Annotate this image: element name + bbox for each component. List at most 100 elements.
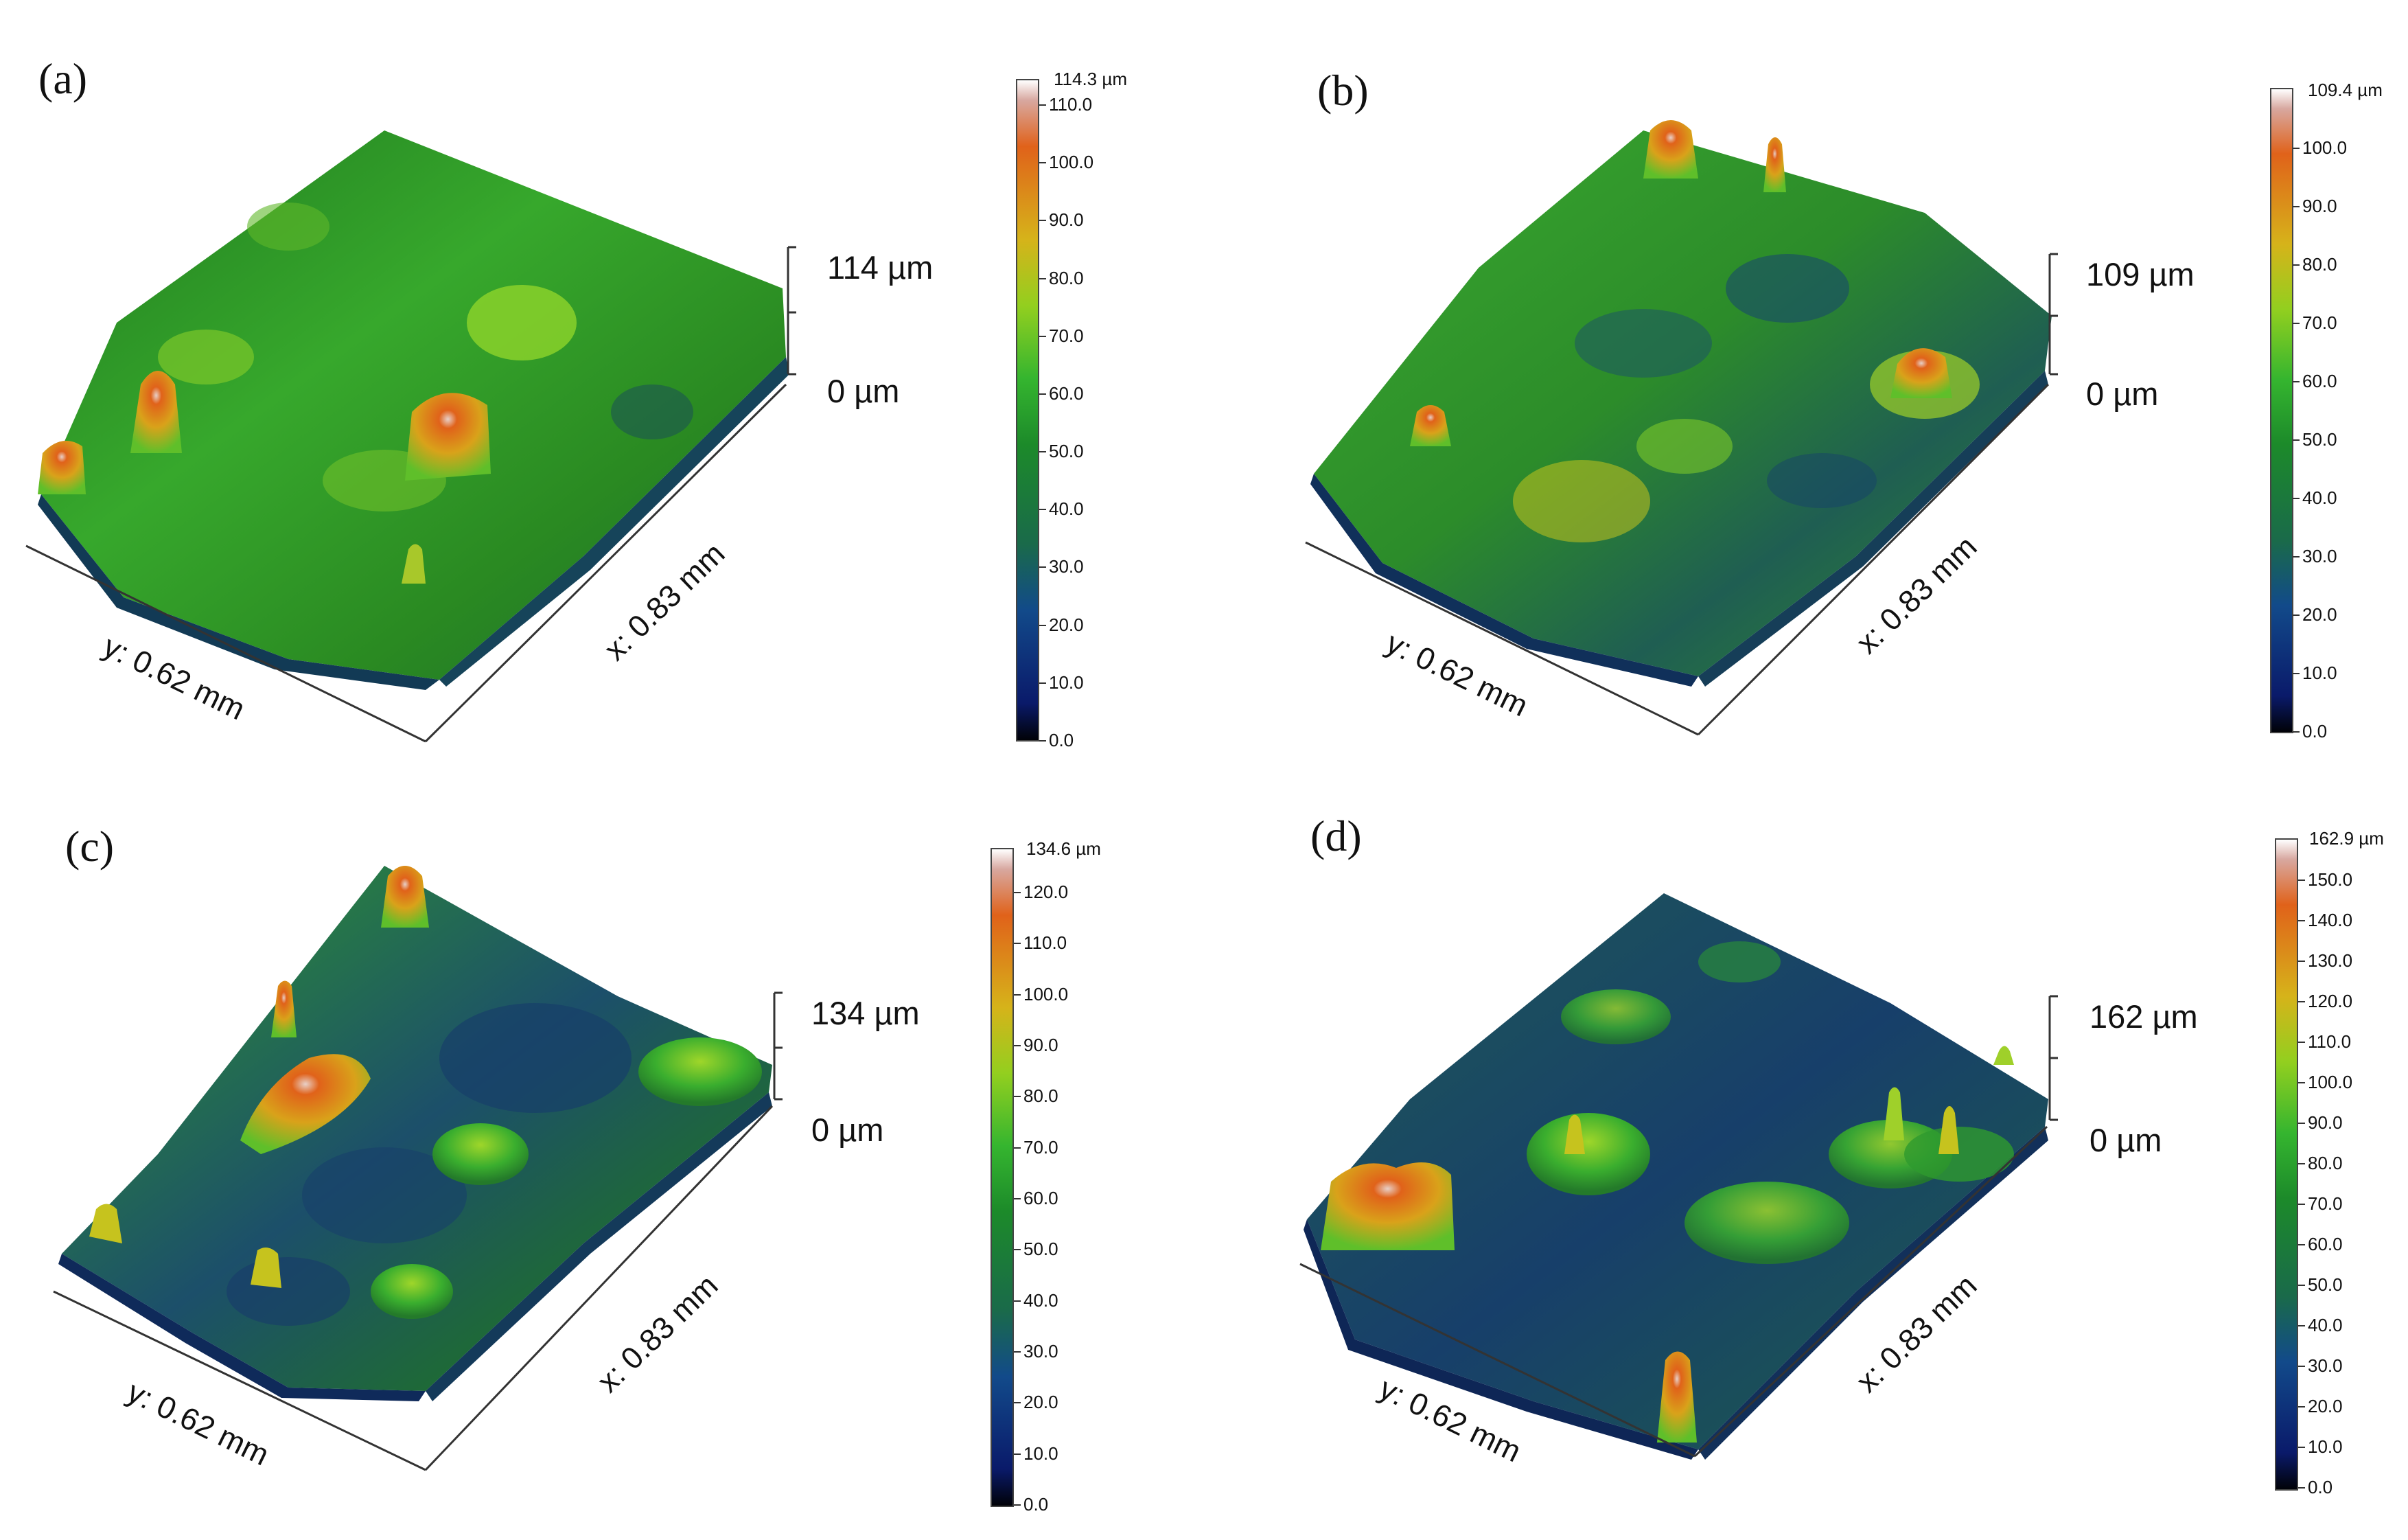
surface-plot	[1299, 893, 2058, 1460]
plateau	[467, 285, 577, 360]
colorbar-tick	[1014, 993, 1021, 996]
colorbar-tick	[1039, 624, 1046, 626]
panel-label: (d)	[1310, 812, 1362, 860]
colorbar-tick-label: 60.0	[1049, 382, 1084, 404]
hill	[1698, 941, 1781, 982]
colorbar-tick-label: 140.0	[2308, 910, 2353, 930]
colorbar-tick	[2298, 1163, 2305, 1164]
colorbar-tick-label: 80.0	[1023, 1085, 1058, 1107]
panel-b: (b) 109 µm 0 µm y: 0.62 mm x: 0.83 mm 10…	[1204, 0, 2408, 770]
colorbar-tick	[2293, 439, 2300, 441]
colorbar-tick	[2298, 1082, 2305, 1083]
z-axis-bottom-label: 0 µm	[827, 373, 900, 409]
colorbar-tick-label: 70.0	[1023, 1136, 1058, 1158]
colorbar-tick	[2293, 148, 2300, 149]
colorbar-tick-label: 110.0	[2308, 1031, 2352, 1052]
colorbar-tick	[2298, 1244, 2305, 1245]
colorbar-tick-label: 90.0	[2302, 196, 2337, 216]
colorbar-tick	[1039, 393, 1046, 395]
colorbar-tick-label: 50.0	[2308, 1274, 2343, 1295]
colorbar-tick-label: 110.0	[1023, 932, 1067, 954]
colorbar-tick-label: 0.0	[2302, 721, 2328, 742]
hill	[432, 1123, 529, 1185]
panel-c: (c) 134 µm 0 µm y: 0.62 mm x: 0.83 mm 13…	[0, 770, 1204, 1540]
colorbar-tick	[2293, 614, 2300, 616]
colorbar-tick	[2298, 1042, 2305, 1043]
peak	[1410, 405, 1451, 446]
blue-region	[1575, 309, 1712, 378]
colorbar-tick	[2293, 206, 2300, 207]
peak	[1643, 120, 1698, 179]
panel-label: (c)	[65, 822, 115, 871]
colorbar-tick-label: 40.0	[2302, 487, 2337, 508]
peak	[89, 1204, 122, 1243]
surface-top	[41, 130, 786, 680]
colorbar-tick-label: 90.0	[2308, 1112, 2343, 1133]
surface-plot	[1305, 120, 2058, 736]
colorbar-tick	[1014, 1453, 1021, 1455]
colorbar-tick-label: 40.0	[2308, 1315, 2343, 1335]
colorbar-tick-label: 70.0	[1049, 325, 1084, 346]
colorbar-tick	[1014, 892, 1021, 893]
plateau	[1513, 460, 1650, 542]
colorbar-tick	[1039, 509, 1046, 511]
peak	[1564, 1114, 1585, 1154]
colorbar-tick-label: 70.0	[2308, 1193, 2343, 1214]
axis-line	[1693, 1125, 2048, 1458]
hill	[1561, 989, 1671, 1044]
panel-label: (b)	[1317, 66, 1369, 115]
z-axis-top-label: 162 µm	[2089, 998, 2198, 1035]
colorbar-tick	[1039, 335, 1046, 337]
colorbar-tick-label: 30.0	[2302, 546, 2337, 566]
axis-line	[1299, 1263, 1695, 1458]
colorbar-tick-label: 50.0	[1049, 441, 1084, 462]
colorbar-tick	[1039, 682, 1046, 684]
colorbar-tick-label: 30.0	[1023, 1341, 1058, 1361]
colorbar	[2270, 88, 2293, 733]
colorbar-tick	[2298, 1447, 2305, 1448]
blue-region	[439, 1003, 632, 1113]
colorbar-tick-label: 30.0	[1049, 556, 1084, 577]
panel-a: (a) 114 µm 0 µm y: 0.62 mm x: 0.83 mm 11…	[0, 0, 1204, 770]
peak	[251, 1248, 281, 1288]
blue-region	[302, 1147, 467, 1243]
colorbar-tick	[2293, 498, 2300, 499]
colorbar-tick	[2298, 1001, 2305, 1002]
peak	[1884, 1087, 1904, 1140]
colorbar-tick-label: 10.0	[2308, 1436, 2343, 1457]
colorbar-tick	[2293, 323, 2300, 324]
colorbar-tick-label: 130.0	[2308, 950, 2353, 971]
surface-skirt	[426, 1092, 772, 1401]
colorbar-tick	[2298, 880, 2305, 881]
peak	[1763, 137, 1786, 192]
colorbar	[2275, 838, 2298, 1491]
hill	[371, 1264, 453, 1319]
z-axis-top-label: 134 µm	[811, 995, 920, 1031]
z-axis-bottom-label: 0 µm	[811, 1112, 884, 1148]
peak	[240, 1054, 371, 1154]
colorbar-tick-label: 80.0	[2302, 254, 2337, 275]
colorbar-tick	[1014, 1147, 1021, 1149]
colorbar-tick	[2298, 1325, 2305, 1326]
colorbar-tick-label: 40.0	[1049, 498, 1084, 520]
z-axis-top-label: 109 µm	[2086, 256, 2195, 292]
colorbar-tick-label: 90.0	[1049, 209, 1084, 231]
peak	[1657, 1351, 1697, 1443]
colorbar-tick-label: 0.0	[1023, 1494, 1049, 1515]
axis-line	[25, 544, 426, 743]
colorbar-tick	[1039, 740, 1046, 742]
axis-line	[1305, 541, 1699, 736]
blue-region	[227, 1257, 350, 1326]
colorbar-tick	[1014, 1351, 1021, 1353]
surface-plot	[53, 866, 783, 1471]
colorbar-tick	[1014, 943, 1021, 945]
plateau	[1636, 419, 1733, 474]
colorbar-tick-label: 10.0	[2302, 663, 2337, 683]
colorbar-tick-label: 20.0	[1023, 1392, 1058, 1413]
colorbar	[1016, 79, 1039, 742]
colorbar-tick	[2293, 381, 2300, 382]
surface-top	[1307, 893, 2048, 1449]
z-axis-bottom-label: 0 µm	[2089, 1122, 2162, 1158]
colorbar-tick	[2298, 1123, 2305, 1124]
colorbar-tick	[2298, 1204, 2305, 1205]
